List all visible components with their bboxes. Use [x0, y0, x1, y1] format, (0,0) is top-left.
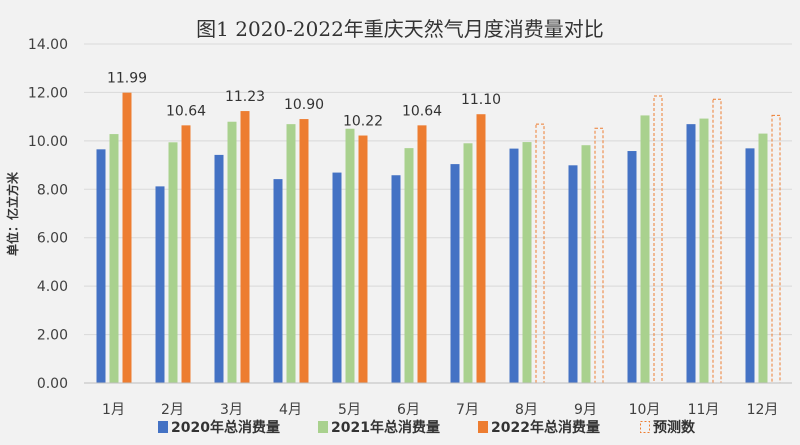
- bar-1: [214, 154, 224, 383]
- legend-swatch: [478, 421, 488, 433]
- bar-3: [299, 119, 309, 384]
- forecast-bar: [594, 127, 604, 384]
- data-label: 11.23: [225, 89, 265, 105]
- legend-swatch: [318, 421, 328, 433]
- x-tick-label: 4月: [279, 402, 302, 418]
- bar-1: [155, 186, 165, 383]
- bar-2: [404, 148, 414, 383]
- bar-2: [699, 118, 709, 383]
- x-tick-label: 3月: [220, 402, 243, 418]
- y-tick-label: 6.00: [37, 231, 68, 247]
- bar-2: [758, 133, 768, 383]
- bar-1: [627, 151, 637, 383]
- axes: 0.00 2.00 4.00 6.00 8.00 10.00 12.00 14.00 1月 2月 3…: [28, 37, 792, 418]
- y-tick-label: 4.00: [37, 279, 68, 295]
- bar-2: [640, 115, 650, 384]
- legend-label: 预测数: [653, 419, 696, 436]
- forecast-bar: [535, 123, 545, 384]
- bars: [96, 92, 781, 384]
- legend-label: 2022年总消费量: [491, 419, 600, 436]
- bar-2: [345, 128, 355, 383]
- gridlines: [84, 43, 792, 336]
- bar-3: [476, 114, 486, 383]
- x-tick-label: 10月: [629, 402, 661, 418]
- data-label: 10.90: [284, 97, 324, 113]
- data-label: 10.64: [166, 103, 206, 119]
- forecast-bar: [771, 114, 781, 384]
- data-label: 11.99: [107, 71, 147, 87]
- bar-1: [332, 172, 342, 383]
- data-label: 10.22: [343, 114, 383, 130]
- bar-1: [273, 179, 283, 383]
- y-tick-label: 14.00: [28, 37, 68, 53]
- x-tick-label: 7月: [456, 402, 479, 418]
- bar-1: [450, 164, 460, 383]
- bar-1: [745, 148, 755, 383]
- y-tick-label: 12.00: [28, 85, 68, 101]
- x-tick-label: 9月: [574, 402, 597, 418]
- forecast-bar: [712, 98, 722, 384]
- bar-2: [286, 124, 296, 383]
- x-tick-label: 12月: [747, 402, 779, 418]
- bar-2: [168, 142, 178, 383]
- bar-2: [522, 142, 532, 383]
- bar-1: [686, 124, 696, 383]
- x-tick-label: 8月: [515, 402, 538, 418]
- bar-1: [509, 148, 519, 383]
- legend-swatch: [640, 421, 650, 433]
- bar-2: [463, 143, 473, 383]
- x-tick-label: 1月: [102, 402, 125, 418]
- bar-3: [417, 125, 427, 384]
- y-axis-label: 单位：亿立方米: [5, 171, 20, 256]
- legend: 2020年总消费量 2021年总消费量 2022年总消费量 预测数: [158, 419, 696, 436]
- bar-3: [358, 135, 368, 383]
- bar-3: [181, 125, 191, 384]
- x-tick-label: 11月: [688, 402, 720, 418]
- x-tick-label: 2月: [161, 402, 184, 418]
- legend-swatch: [158, 421, 168, 433]
- bar-1: [568, 165, 578, 383]
- data-label: 10.64: [402, 103, 442, 119]
- x-tick-label: 6月: [397, 402, 420, 418]
- bar-3: [122, 92, 132, 383]
- data-label: 11.10: [461, 92, 501, 108]
- bar-2: [109, 134, 119, 383]
- y-tick-label: 0.00: [37, 376, 68, 392]
- legend-label: 2021年总消费量: [331, 419, 440, 436]
- bar-1: [96, 149, 106, 383]
- bar-3: [240, 111, 250, 383]
- bar-2: [227, 121, 237, 384]
- x-tick-label: 5月: [338, 402, 361, 418]
- y-tick-label: 2.00: [37, 328, 68, 344]
- chart-title: 图1 2020-2022年重庆天然气月度消费量对比: [196, 17, 604, 41]
- data-labels: 11.99 10.64 11.23 10.90 10.22 10.64 11.10: [107, 71, 501, 130]
- forecast-bar: [653, 95, 663, 384]
- bar-2: [581, 145, 591, 383]
- y-tick-label: 10.00: [28, 134, 68, 150]
- legend-label: 2020年总消费量: [171, 419, 280, 436]
- bar-1: [391, 175, 401, 383]
- y-tick-label: 8.00: [37, 182, 68, 198]
